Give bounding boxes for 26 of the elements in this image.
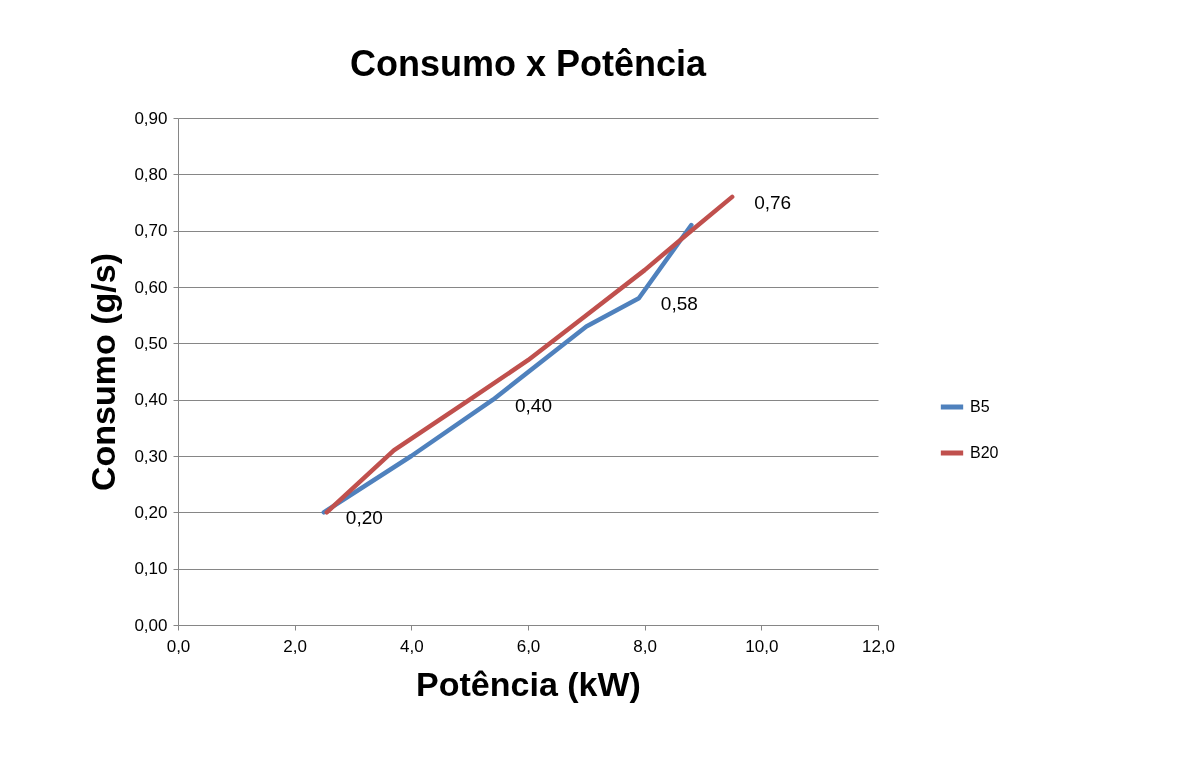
x-tick-label: 2,0 <box>283 636 307 656</box>
chart-title: Consumo x Potência <box>349 43 708 84</box>
y-tick-label: 0,50 <box>134 333 168 353</box>
x-tick-label: 4,0 <box>400 636 424 656</box>
legend-label: B5 <box>970 398 990 415</box>
x-axis-title: Potência (kW) <box>416 664 641 703</box>
y-tick-label: 0,40 <box>134 390 168 410</box>
y-axis-title: Consumo (g/s) <box>84 253 123 491</box>
x-tick-label: 10,0 <box>745 636 779 656</box>
y-tick-label: 0,20 <box>134 502 168 522</box>
data-label: 0,58 <box>660 293 698 315</box>
data-label: 0,40 <box>515 394 552 416</box>
data-label: 0,76 <box>754 191 792 213</box>
x-tick-label: 0,0 <box>166 636 191 656</box>
x-tick-label: 6,0 <box>516 636 541 656</box>
data-label: 0,20 <box>345 507 383 529</box>
y-tick-label: 0,00 <box>134 615 168 635</box>
y-tick-label: 0,60 <box>134 277 168 297</box>
y-tick-label: 0,10 <box>134 559 168 579</box>
y-tick-label: 0,30 <box>134 446 168 466</box>
legend-label: B20 <box>970 444 999 461</box>
x-tick-label: 12,0 <box>861 636 896 656</box>
y-tick-label: 0,70 <box>134 221 168 241</box>
x-tick-label: 8,0 <box>633 636 657 656</box>
y-tick-label: 0,80 <box>134 164 168 184</box>
y-tick-label: 0,90 <box>134 108 168 128</box>
